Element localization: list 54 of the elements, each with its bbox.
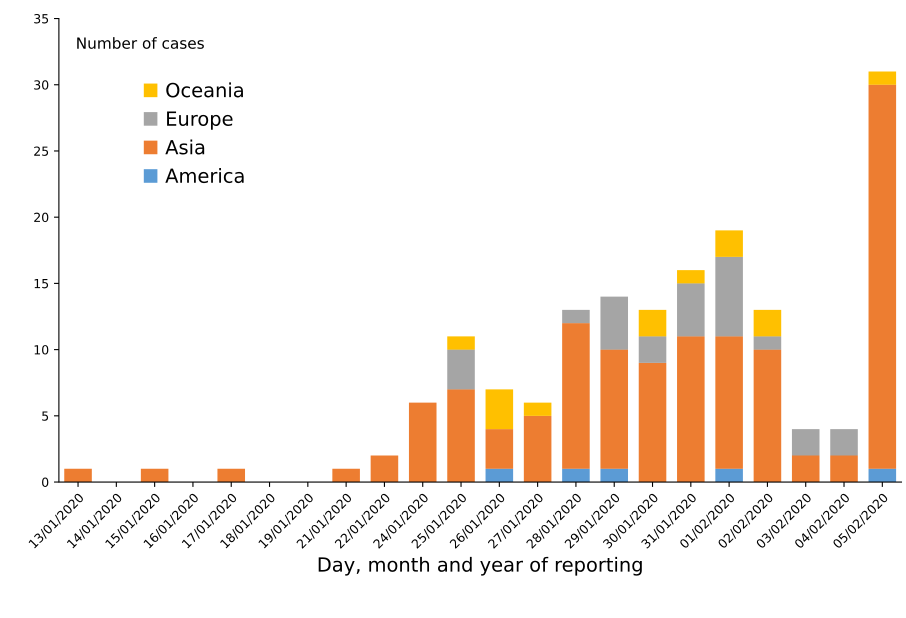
bar — [447, 389, 475, 482]
y-tick-label: 20 — [34, 212, 48, 222]
bar — [140, 468, 168, 482]
y-axis-title: Number of cases — [77, 37, 204, 49]
bar — [830, 456, 858, 482]
bar — [447, 350, 475, 390]
y-tick-label: 25 — [34, 146, 48, 156]
bar — [868, 84, 896, 469]
bar — [600, 296, 628, 350]
bar — [562, 323, 590, 469]
bar — [486, 389, 514, 430]
bar — [486, 429, 514, 469]
bar — [754, 350, 782, 482]
y-tick-label: 10 — [34, 345, 48, 355]
legend-label: Asia — [165, 139, 204, 155]
bar — [715, 256, 743, 336]
bar — [600, 468, 628, 482]
bar — [524, 416, 552, 482]
bar — [830, 429, 858, 456]
bar — [600, 350, 628, 469]
bar — [638, 336, 666, 363]
x-axis-title: Day, month and year of reporting — [318, 556, 642, 576]
bar — [562, 310, 590, 324]
bar — [715, 230, 743, 257]
bar — [792, 456, 820, 482]
bar — [562, 468, 590, 482]
bar — [715, 336, 743, 469]
bar — [677, 336, 705, 482]
bar — [792, 429, 820, 456]
bar — [868, 72, 896, 85]
legend-label: America — [165, 168, 244, 184]
bar — [677, 270, 705, 284]
bar — [64, 468, 92, 482]
bar — [868, 468, 896, 482]
bar — [638, 310, 666, 336]
legend-label: Oceania — [166, 82, 243, 98]
y-tick-label: 15 — [34, 279, 48, 288]
bar — [486, 468, 514, 482]
legend-label: Europe — [167, 112, 233, 130]
y-tick-label: 5 — [42, 411, 48, 421]
bar — [638, 362, 666, 482]
bar — [715, 468, 743, 482]
bar — [754, 310, 782, 336]
bar — [217, 468, 246, 482]
bar — [754, 336, 782, 350]
bar — [332, 468, 360, 482]
y-tick-label: 30 — [34, 80, 48, 90]
y-tick-label: 35 — [34, 14, 48, 24]
bar — [408, 402, 437, 482]
y-tick-label: 0 — [42, 478, 48, 487]
bar — [447, 336, 475, 350]
bar — [370, 456, 398, 482]
bar — [524, 402, 552, 416]
bar — [677, 283, 705, 336]
